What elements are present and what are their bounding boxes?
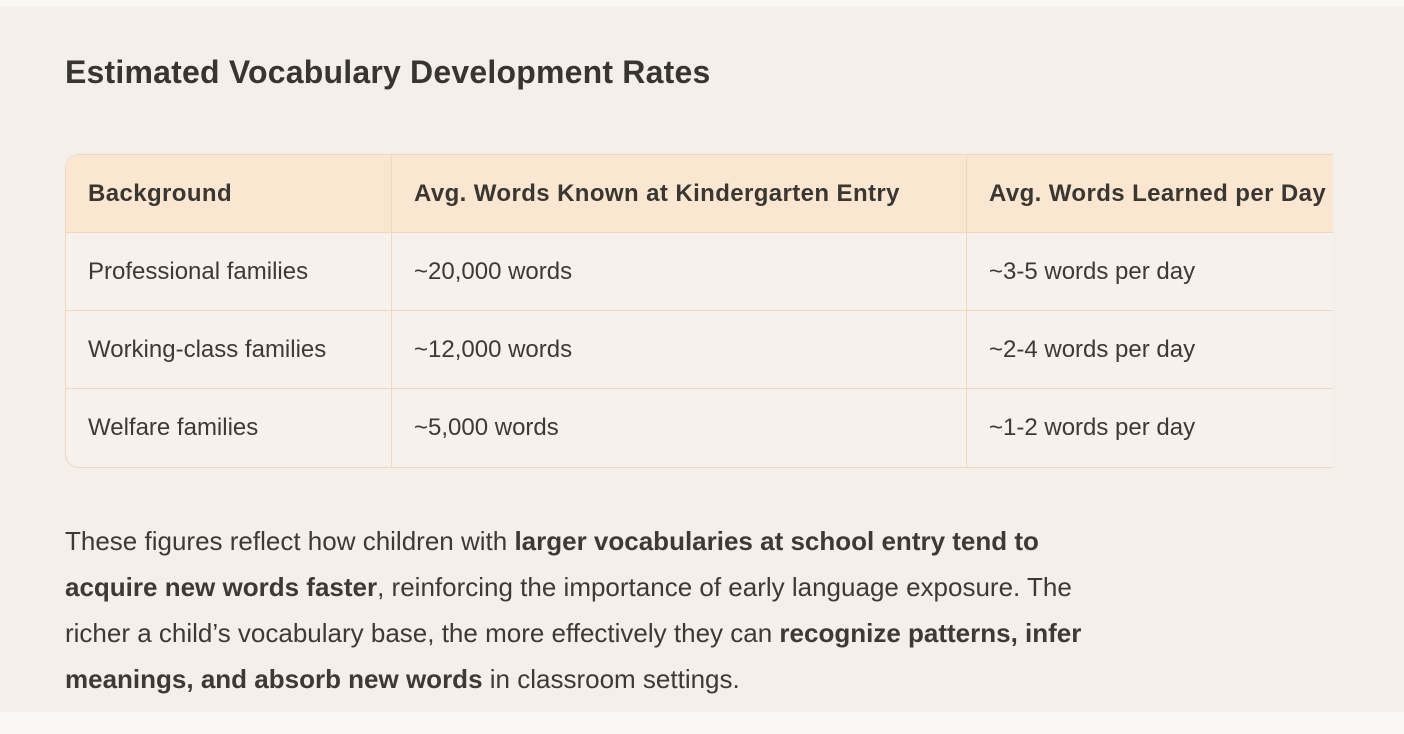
table-cell: Working-class families — [66, 311, 392, 389]
text-span: in classroom settings. — [482, 664, 740, 694]
paragraph-line: acquire new words faster, reinforcing th… — [65, 564, 1345, 610]
vocab-table-scroll-container[interactable]: Background Avg. Words Known at Kindergar… — [65, 154, 1333, 471]
bold-text-span: larger vocabularies at school entry tend… — [514, 526, 1039, 556]
bold-text-span: recognize patterns, infer — [779, 618, 1082, 648]
paragraph-line: These figures reflect how children with … — [65, 518, 1345, 564]
text-span: These figures reflect how children with — [65, 526, 515, 556]
table-cell: ~12,000 words — [392, 311, 967, 389]
table-header-row: Background Avg. Words Known at Kindergar… — [66, 155, 1333, 233]
table-cell: ~1-2 words per day — [989, 414, 1196, 441]
text-span: richer a child’s vocabulary base, the mo… — [65, 618, 780, 648]
table-cell: Professional families — [66, 233, 392, 311]
column-header-words-known: Avg. Words Known at Kindergarten Entry — [392, 155, 967, 233]
page-title: Estimated Vocabulary Development Rates — [65, 54, 711, 90]
table-body: Professional families ~20,000 words ~3-5 w… — [66, 233, 1333, 467]
table-cell: ~5,000 words — [392, 389, 967, 467]
table-cell: ~3-5 words per day — [967, 233, 1333, 311]
vocab-table: Background Avg. Words Known at Kindergar… — [65, 154, 1333, 468]
content-panel: Estimated Vocabulary Development Rates B… — [0, 6, 1404, 712]
table-cell: Welfare families — [66, 389, 392, 467]
column-header-background: Background — [66, 155, 392, 233]
summary-paragraph: These figures reflect how children with … — [65, 518, 1345, 702]
bold-text-span: meanings, and absorb new words — [65, 664, 483, 694]
table-row: Working-class families ~12,000 words ~2-4 … — [66, 311, 1333, 389]
table-row: Welfare families ~5,000 words ~1-2 words p… — [66, 389, 1333, 467]
paragraph-line: meanings, and absorb new words in classr… — [65, 656, 1345, 702]
paragraph-line: richer a child’s vocabulary base, the mo… — [65, 610, 1345, 656]
column-header-words-learned: Avg. Words Learned per Day — [967, 155, 1333, 233]
table-row: Professional families ~20,000 words ~3-5 w… — [66, 233, 1333, 311]
bold-text-span: acquire new words faster — [65, 572, 378, 602]
table-cell: ~20,000 words — [392, 233, 967, 311]
text-span: , reinforcing the importance of early la… — [377, 572, 1072, 602]
table-cell: ~2-4 words per day — [967, 311, 1333, 389]
